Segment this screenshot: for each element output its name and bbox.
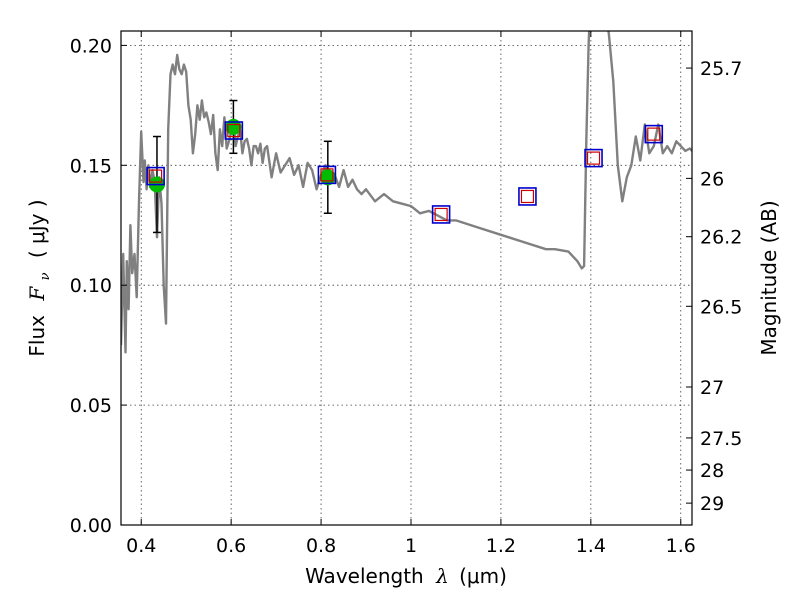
y-tick-label: 0.20 [70,35,112,57]
x-tick-label: 1.6 [666,535,696,557]
model-phot-inner-square [586,151,601,165]
y2-tick-label: 25.7 [700,58,742,80]
y-tick-label: 0.15 [70,155,112,177]
x-tick-label: 0.8 [306,535,336,557]
y2-tick-label: 27.5 [700,428,742,450]
y-axis-title-symbol: F [25,286,49,302]
model-phot-outer-square [146,166,165,186]
y2-tick-label: 29 [700,493,724,515]
y2-tick-label: 26.5 [700,296,742,318]
plot-area [121,31,692,525]
x-axis-title: Wavelength λ (μm) [305,564,507,588]
model-phot-inner-square [149,169,163,183]
model-phot-inner-square [320,168,334,182]
y2-tick-label: 27 [700,377,724,399]
model-spectrum-line [121,31,692,354]
x-tick-label: 1.4 [576,535,606,557]
x-axis-title-unit: (μm) [459,564,507,588]
model-phot-inner-square [647,127,661,141]
model-phot-outer-square [224,121,244,140]
model-phot-outer-square [317,165,337,185]
y-axis-title: Flux F ν ( μJy ) [25,199,54,356]
y-tick-label: 0.00 [70,515,112,537]
y2-axis-title: Magnitude (AB) [757,200,781,355]
model-phot-outer-square [644,124,664,144]
x-axis: 0.4 0.6 0.8 1 1.2 1.4 1.6 [126,31,696,557]
y-axis-title-sub: ν [38,272,53,280]
model-phot-inner-square [434,207,448,222]
y2-tick-label: 26.2 [700,227,742,249]
model-spectrum-layer [121,31,692,354]
model-phot-outer-square [518,187,537,206]
plot-frame [120,30,693,526]
model-phot-outer-square [584,148,603,168]
observed-point [225,118,242,135]
y-tick-label: 0.05 [70,395,112,417]
y2-tick-label: 26 [700,168,724,190]
x-tick-label: 1 [405,535,417,557]
y2-tick-label: 28 [700,460,724,482]
model-phot-outer-square [431,205,451,224]
x-tick-label: 1.2 [486,535,516,557]
y-tick-label: 0.10 [70,275,112,297]
model-phot-inner-square [520,189,535,204]
y-axis-title-prefix: Flux [25,315,49,357]
marker-layer [146,118,664,224]
model-phot-inner-square [227,123,241,138]
x-tick-label: 0.4 [126,535,156,557]
x-tick-label: 0.6 [216,535,246,557]
y-axis-title-unit: ( μJy ) [25,199,49,258]
x-axis-title-prefix: Wavelength [305,564,424,588]
x-axis-title-symbol: λ [435,564,449,588]
y2-axis: 25.7 26 26.2 26.5 27 27.5 28 29 [686,58,742,515]
y-axis: 0.00 0.05 0.10 0.15 0.20 [70,35,127,537]
